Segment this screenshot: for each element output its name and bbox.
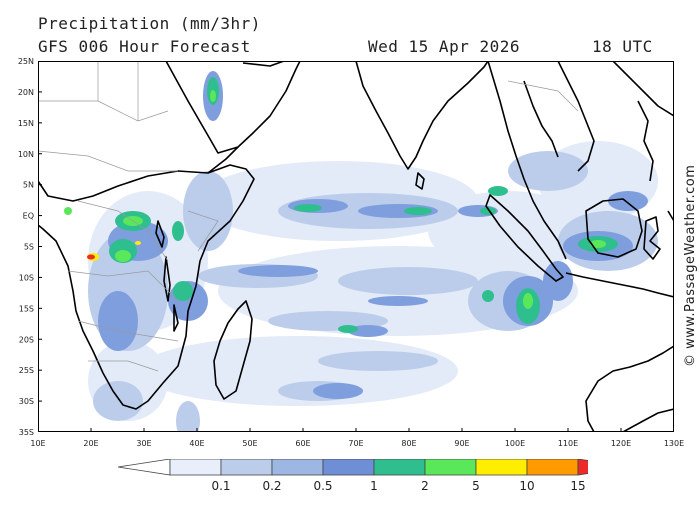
scale-swatch <box>271 459 324 476</box>
country-borders <box>38 61 579 372</box>
scale-label: 0.1 <box>211 479 230 493</box>
map-axes <box>38 61 674 432</box>
precip-extreme <box>87 241 141 261</box>
lon-label: 10E <box>30 439 45 448</box>
lat-label: 15N <box>18 119 34 128</box>
forecast-label: GFS 006 Hour Forecast <box>38 37 251 56</box>
lon-label: 110E <box>558 439 578 448</box>
lat-label: 30S <box>19 397 34 406</box>
lon-label: 20E <box>83 439 98 448</box>
lat-label: 25S <box>19 366 34 375</box>
credit-watermark: © www.PassageWeather.com <box>680 135 700 375</box>
lat-label: 20S <box>19 335 34 344</box>
coastlines <box>38 61 674 432</box>
lon-label: 100E <box>505 439 525 448</box>
lon-label: 40E <box>189 439 204 448</box>
lon-label: 30E <box>136 439 151 448</box>
scale-label: 5 <box>472 479 480 493</box>
scale-swatch <box>322 459 375 476</box>
forecast-date: Wed 15 Apr 2026 <box>368 37 520 56</box>
scale-max-arrow <box>577 459 588 476</box>
lat-label: 15S <box>19 304 34 313</box>
map-title: Precipitation (mm/3hr) <box>38 14 261 33</box>
lon-label: 120E <box>611 439 631 448</box>
lon-label: 50E <box>242 439 257 448</box>
lat-label: 25N <box>18 57 34 66</box>
scale-label: 0.5 <box>313 479 332 493</box>
credit-text: © www.PassageWeather.com <box>683 165 698 367</box>
scale-label: 10 <box>519 479 534 493</box>
lon-label: 60E <box>295 439 310 448</box>
lat-label: 5N <box>23 181 34 190</box>
scale-label: 1 <box>370 479 378 493</box>
scale-swatch <box>169 459 222 476</box>
lat-label: EQ <box>23 212 34 221</box>
scale-min-arrow <box>118 459 171 476</box>
scale-label: 0.2 <box>262 479 281 493</box>
lon-label: 80E <box>401 439 416 448</box>
scale-swatch <box>373 459 426 476</box>
scale-swatch <box>424 459 477 476</box>
lat-label: 5S <box>24 243 34 252</box>
scale-label: 15 <box>570 479 585 493</box>
lat-label: 35S <box>19 428 34 437</box>
lon-label: 130E <box>664 439 684 448</box>
scale-swatch <box>220 459 273 476</box>
precipitation-map <box>38 61 674 432</box>
lat-label: 10S <box>19 273 34 282</box>
lon-label: 90E <box>454 439 469 448</box>
forecast-time: 18 UTC <box>592 37 653 56</box>
scale-label: 2 <box>421 479 429 493</box>
lat-label: 10N <box>18 150 34 159</box>
scale-swatch <box>475 459 528 476</box>
lon-label: 70E <box>348 439 363 448</box>
lat-label: 20N <box>18 88 34 97</box>
scale-swatch <box>526 459 579 476</box>
color-scale: 0.1 0.2 0.5 1 2 5 10 15 <box>118 459 588 493</box>
